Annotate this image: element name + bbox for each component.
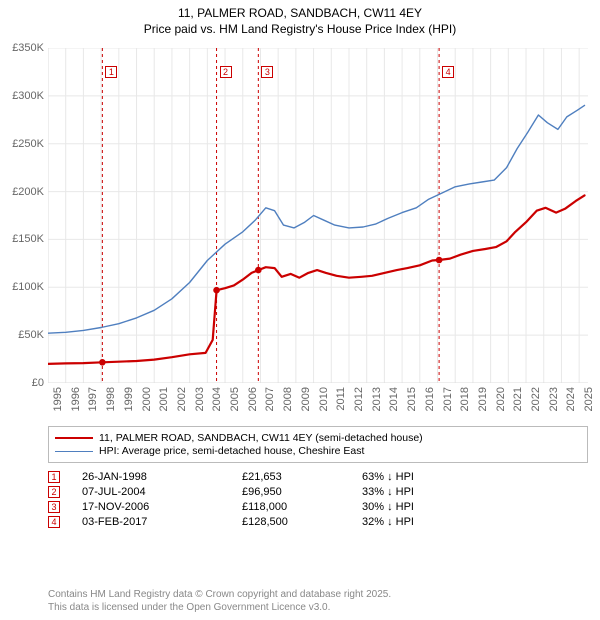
footer-line1: Contains HM Land Registry data © Crown c… [48,588,588,601]
ytick-label: £300K [12,90,44,102]
xtick-label: 2002 [176,387,188,411]
xtick-label: 2013 [371,387,383,411]
xtick-label: 2018 [459,387,471,411]
xtick-label: 2001 [158,387,170,411]
xtick-label: 2022 [530,387,542,411]
ytick-label: £50K [18,329,44,341]
transaction-price: £118,000 [242,501,362,513]
legend-label-property: 11, PALMER ROAD, SANDBACH, CW11 4EY (sem… [99,432,423,444]
ytick-label: £100K [12,281,44,293]
xtick-label: 2009 [300,387,312,411]
chart-marker-2: 2 [220,66,232,78]
ytick-label: £350K [12,42,44,54]
transaction-row: 2 07-JUL-2004£96,95033% ↓ HPI [48,486,588,498]
transaction-date: 26-JAN-1998 [82,471,242,483]
transaction-marker: 4 [48,516,60,528]
transaction-delta: 63% ↓ HPI [362,471,482,483]
legend-label-hpi: HPI: Average price, semi-detached house,… [99,445,364,457]
xtick-label: 2017 [442,387,454,411]
legend-swatch-hpi [55,451,93,452]
xtick-label: 2006 [247,387,259,411]
transaction-delta: 33% ↓ HPI [362,486,482,498]
xtick-label: 2023 [548,387,560,411]
transaction-price: £21,653 [242,471,362,483]
chart-marker-1: 1 [105,66,117,78]
xtick-label: 2003 [194,387,206,411]
xtick-label: 2020 [495,387,507,411]
xtick-label: 2011 [335,387,347,411]
xtick-label: 2010 [318,387,330,411]
legend-swatch-property [55,437,93,439]
ytick-label: £0 [32,377,44,389]
title-address: 11, PALMER ROAD, SANDBACH, CW11 4EY [0,6,600,22]
chart-marker-4: 4 [442,66,454,78]
xtick-label: 1996 [70,387,82,411]
xtick-label: 1998 [105,387,117,411]
xtick-label: 2000 [141,387,153,411]
xtick-label: 2014 [388,387,400,411]
footer: Contains HM Land Registry data © Crown c… [48,588,588,614]
xtick-label: 1999 [123,387,135,411]
transaction-price: £128,500 [242,516,362,528]
xtick-label: 2024 [565,387,577,411]
xtick-label: 2004 [211,387,223,411]
transaction-delta: 30% ↓ HPI [362,501,482,513]
xtick-label: 2015 [406,387,418,411]
legend-row-hpi: HPI: Average price, semi-detached house,… [55,445,581,457]
legend-row-property: 11, PALMER ROAD, SANDBACH, CW11 4EY (sem… [55,432,581,444]
xtick-label: 1997 [87,387,99,411]
transaction-delta: 32% ↓ HPI [362,516,482,528]
xtick-label: 2016 [424,387,436,411]
xtick-label: 2021 [512,387,524,411]
chart-area [48,48,588,383]
chart-marker-3: 3 [261,66,273,78]
chart-svg [48,48,588,383]
xtick-label: 1995 [52,387,64,411]
transaction-marker: 3 [48,501,60,513]
transaction-date: 07-JUL-2004 [82,486,242,498]
xtick-label: 2007 [264,387,276,411]
transaction-price: £96,950 [242,486,362,498]
ytick-label: £250K [12,138,44,150]
transaction-row: 3 17-NOV-2006£118,00030% ↓ HPI [48,501,588,513]
ytick-label: £200K [12,186,44,198]
transaction-date: 03-FEB-2017 [82,516,242,528]
chart-container: 11, PALMER ROAD, SANDBACH, CW11 4EY Pric… [0,0,600,620]
transaction-row: 1 26-JAN-1998£21,65363% ↓ HPI [48,471,588,483]
title-subtitle: Price paid vs. HM Land Registry's House … [0,22,600,38]
xtick-label: 2008 [282,387,294,411]
legend-box: 11, PALMER ROAD, SANDBACH, CW11 4EY (sem… [48,426,588,463]
xtick-label: 2005 [229,387,241,411]
transaction-row: 4 03-FEB-2017£128,50032% ↓ HPI [48,516,588,528]
ytick-label: £150K [12,233,44,245]
xtick-label: 2019 [477,387,489,411]
transaction-marker: 1 [48,471,60,483]
transaction-date: 17-NOV-2006 [82,501,242,513]
xtick-label: 2025 [583,387,595,411]
xtick-label: 2012 [353,387,365,411]
transactions-table: 1 26-JAN-1998£21,65363% ↓ HPI 2 07-JUL-2004… [48,468,588,531]
footer-line2: This data is licensed under the Open Gov… [48,601,588,614]
title-block: 11, PALMER ROAD, SANDBACH, CW11 4EY Pric… [0,0,600,37]
transaction-marker: 2 [48,486,60,498]
